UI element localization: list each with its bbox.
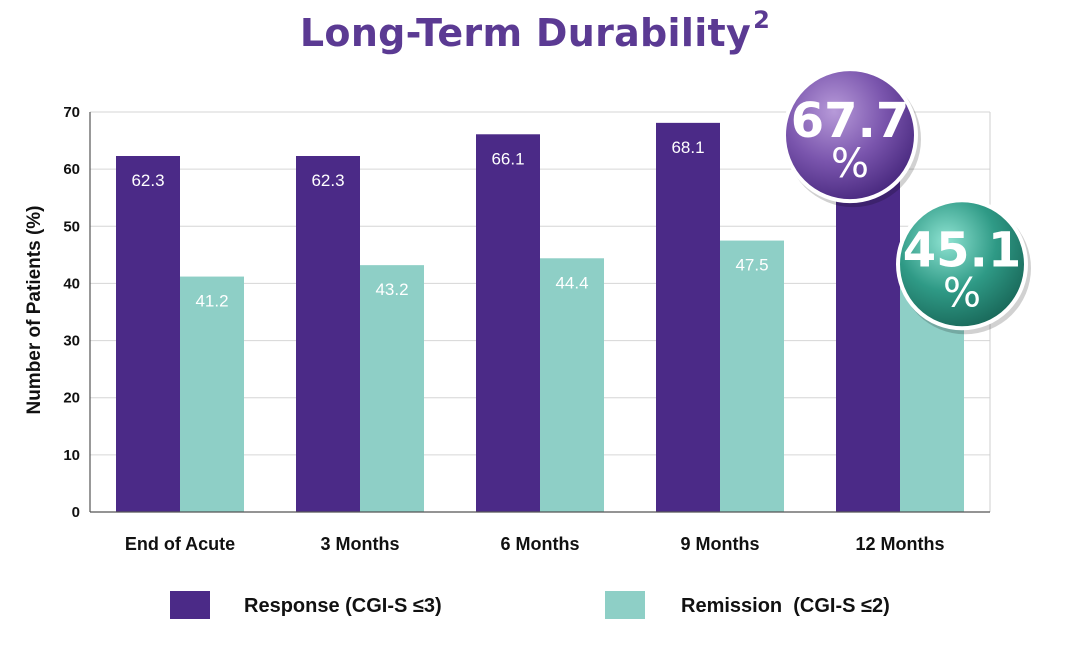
x-category-label: 6 Months xyxy=(501,534,580,554)
bar-value-label: 62.3 xyxy=(131,171,164,190)
y-tick-label: 0 xyxy=(72,504,80,521)
legend-label: Remission (CGI-S ≤2) xyxy=(681,595,890,617)
legend-response: Response (CGI-S ≤3) xyxy=(170,591,442,619)
chart-title-text: Long-Term Durability xyxy=(299,11,752,55)
chart-title-superscript: 2 xyxy=(753,6,771,34)
remission-callout-bubble: 45.1% xyxy=(896,198,1031,335)
y-tick-label: 10 xyxy=(63,447,80,464)
y-tick-label: 50 xyxy=(63,218,80,235)
response-callout-bubble: 67.7% xyxy=(782,67,921,208)
bar-response xyxy=(116,156,180,512)
legend-remission: Remission (CGI-S ≤2) xyxy=(605,591,890,619)
x-category-label: 9 Months xyxy=(681,534,760,554)
bar-value-label: 41.2 xyxy=(195,292,228,311)
y-tick-label: 30 xyxy=(63,333,80,350)
bar-response xyxy=(476,134,540,513)
chart-title: Long-Term Durability2 xyxy=(0,6,1070,55)
x-category-label: 12 Months xyxy=(855,534,944,554)
bar-remission xyxy=(180,276,244,512)
y-tick-label: 40 xyxy=(63,275,80,292)
y-tick-label: 70 xyxy=(63,104,80,121)
x-category-label: End of Acute xyxy=(125,534,235,554)
legend-swatch xyxy=(170,591,210,619)
legend-label: Response (CGI-S ≤3) xyxy=(244,595,442,617)
bubble-value: 67.7 xyxy=(791,93,909,149)
bar-remission xyxy=(540,258,604,512)
axes: 0 10 20 30 40 50 60 70 End of Acute 3 Months 6 Mon… xyxy=(63,104,990,554)
bubble-circle xyxy=(782,67,918,204)
y-tick-label: 20 xyxy=(63,390,80,407)
bars: 62.3 41.2 62.3 43.2 66.1 44.4 68.1 47.5 xyxy=(116,122,964,513)
bar-remission xyxy=(720,240,784,513)
bar-remission xyxy=(360,265,424,512)
bubble-unit: % xyxy=(943,270,981,316)
y-axis-label: Number of Patients (%) xyxy=(24,205,45,414)
bar-value-label: 43.2 xyxy=(375,280,408,299)
x-category-label: 3 Months xyxy=(321,534,400,554)
legend-swatch xyxy=(605,591,645,619)
bar-response xyxy=(296,156,360,512)
bar-value-label: 47.5 xyxy=(735,256,768,275)
callout-bubbles: 67.7%45.1% xyxy=(782,67,1031,335)
bar-value-label: 62.3 xyxy=(311,171,344,190)
y-tick-label: 60 xyxy=(63,161,80,178)
bar-response xyxy=(656,122,720,512)
bubble-circle xyxy=(896,198,1028,331)
bar-value-label: 68.1 xyxy=(671,138,704,157)
bar-value-label: 44.4 xyxy=(555,273,588,292)
bubble-value: 45.1 xyxy=(903,222,1021,278)
legend: Response (CGI-S ≤3) Remission (CGI-S ≤2) xyxy=(170,591,890,619)
bar-value-label: 66.1 xyxy=(491,149,524,168)
bubble-unit: % xyxy=(831,141,869,187)
